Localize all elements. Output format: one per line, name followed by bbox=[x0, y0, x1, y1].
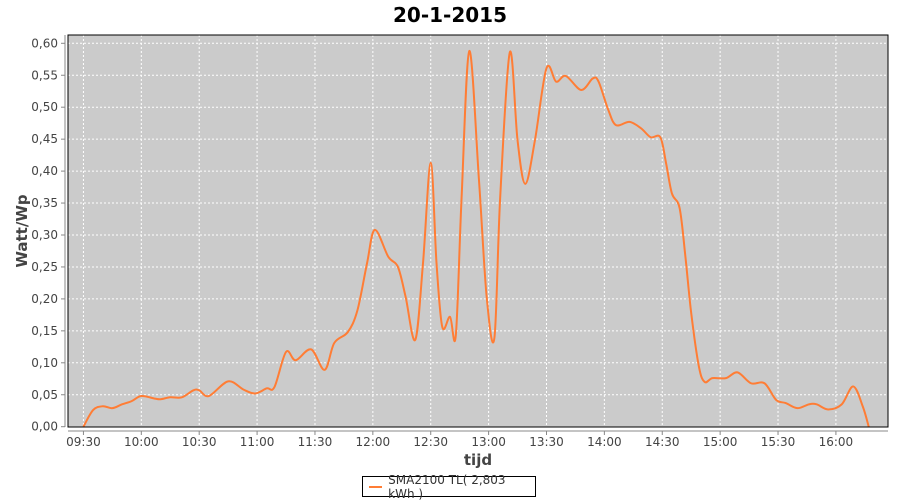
y-tick-label: 0,45 bbox=[31, 132, 58, 146]
x-tick-label: 10:30 bbox=[182, 435, 217, 449]
y-tick-label: 0,40 bbox=[31, 164, 58, 178]
y-tick-label: 0,30 bbox=[31, 228, 58, 242]
y-tick-label: 0,10 bbox=[31, 356, 58, 370]
y-tick-label: 0,35 bbox=[31, 196, 58, 210]
x-tick-label: 14:30 bbox=[645, 435, 680, 449]
y-tick-label: 0,05 bbox=[31, 388, 58, 402]
x-tick-label: 13:30 bbox=[529, 435, 564, 449]
x-tick-label: 10:00 bbox=[124, 435, 159, 449]
y-tick-label: 0,55 bbox=[31, 68, 58, 82]
x-tick-label: 13:00 bbox=[471, 435, 506, 449]
chart-title: 20-1-2015 bbox=[393, 3, 507, 27]
y-tick-label: 0,50 bbox=[31, 100, 58, 114]
x-tick-label: 11:00 bbox=[240, 435, 275, 449]
x-axis-ticks: 09:30 10:00 10:30 11:00 11:30 12:00 12:30 13:00… bbox=[66, 431, 853, 449]
y-axis-ticks: 0,00 0,05 0,10 0,15 0,20 0,25 0,30 0,35 0,40 0,45… bbox=[31, 36, 65, 433]
y-tick-label: 0,00 bbox=[31, 420, 58, 434]
legend-swatch bbox=[369, 486, 382, 488]
x-axis-label: tijd bbox=[464, 451, 492, 469]
legend: SMA2100 TL( 2,803 kWh ) bbox=[362, 476, 536, 497]
x-tick-label: 16:00 bbox=[819, 435, 854, 449]
x-tick-label: 15:00 bbox=[703, 435, 738, 449]
x-tick-label: 12:30 bbox=[413, 435, 448, 449]
x-tick-label: 09:30 bbox=[66, 435, 101, 449]
x-tick-label: 15:30 bbox=[761, 435, 796, 449]
x-tick-label: 11:30 bbox=[298, 435, 333, 449]
legend-label: SMA2100 TL( 2,803 kWh ) bbox=[388, 473, 535, 501]
x-tick-label: 12:00 bbox=[356, 435, 391, 449]
y-tick-label: 0,25 bbox=[31, 260, 58, 274]
y-axis-label: Watt/Wp bbox=[13, 194, 31, 267]
y-tick-label: 0,15 bbox=[31, 324, 58, 338]
x-tick-label: 14:00 bbox=[587, 435, 622, 449]
y-tick-label: 0,20 bbox=[31, 292, 58, 306]
plot-area bbox=[68, 35, 888, 427]
y-tick-label: 0,60 bbox=[31, 36, 58, 50]
